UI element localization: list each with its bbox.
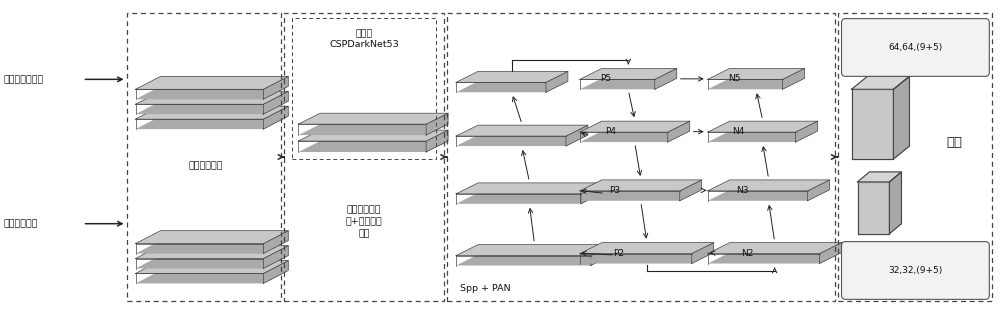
Polygon shape bbox=[136, 231, 288, 244]
Polygon shape bbox=[580, 252, 714, 263]
FancyBboxPatch shape bbox=[842, 19, 989, 76]
Polygon shape bbox=[298, 130, 448, 141]
Polygon shape bbox=[263, 261, 288, 284]
Polygon shape bbox=[298, 141, 448, 152]
Polygon shape bbox=[580, 68, 677, 79]
Polygon shape bbox=[668, 121, 690, 142]
Polygon shape bbox=[708, 121, 818, 132]
Polygon shape bbox=[796, 121, 818, 142]
Polygon shape bbox=[566, 125, 588, 146]
Polygon shape bbox=[581, 183, 603, 204]
Polygon shape bbox=[692, 243, 714, 263]
Polygon shape bbox=[456, 193, 603, 204]
Polygon shape bbox=[136, 261, 288, 273]
Text: P2: P2 bbox=[614, 249, 625, 257]
Polygon shape bbox=[456, 245, 613, 256]
Polygon shape bbox=[263, 231, 288, 254]
Text: 浅层特征提取: 浅层特征提取 bbox=[188, 161, 223, 171]
Polygon shape bbox=[263, 76, 288, 99]
Text: 32,32,(9+5): 32,32,(9+5) bbox=[888, 266, 943, 275]
Polygon shape bbox=[298, 124, 448, 135]
Polygon shape bbox=[858, 182, 889, 234]
Polygon shape bbox=[580, 131, 690, 142]
Text: 预测: 预测 bbox=[946, 136, 962, 149]
Polygon shape bbox=[783, 68, 805, 89]
Polygon shape bbox=[456, 125, 588, 136]
Polygon shape bbox=[136, 270, 288, 284]
Text: 平衡多模态融
合+深层特征
提取: 平衡多模态融 合+深层特征 提取 bbox=[346, 205, 383, 238]
Polygon shape bbox=[456, 81, 568, 92]
Polygon shape bbox=[136, 101, 288, 114]
Text: N3: N3 bbox=[736, 186, 749, 195]
Text: P5: P5 bbox=[601, 74, 612, 83]
Polygon shape bbox=[456, 255, 613, 266]
Polygon shape bbox=[426, 130, 448, 152]
Polygon shape bbox=[889, 172, 901, 234]
Text: P4: P4 bbox=[605, 127, 616, 136]
Polygon shape bbox=[708, 243, 842, 254]
Polygon shape bbox=[456, 71, 568, 82]
Polygon shape bbox=[263, 91, 288, 114]
Polygon shape bbox=[655, 68, 677, 89]
Polygon shape bbox=[136, 86, 288, 99]
Polygon shape bbox=[136, 246, 288, 258]
Text: 输入可见光图像: 输入可见光图像 bbox=[4, 75, 44, 84]
Polygon shape bbox=[852, 89, 893, 159]
Text: P3: P3 bbox=[609, 186, 620, 195]
Polygon shape bbox=[708, 180, 830, 191]
Polygon shape bbox=[456, 135, 588, 146]
Text: Spp + PAN: Spp + PAN bbox=[460, 284, 511, 293]
Polygon shape bbox=[591, 245, 613, 266]
Polygon shape bbox=[708, 252, 842, 263]
Polygon shape bbox=[263, 106, 288, 129]
Polygon shape bbox=[298, 113, 448, 124]
Polygon shape bbox=[680, 180, 702, 201]
Text: 改进的
CSPDarkNet53: 改进的 CSPDarkNet53 bbox=[329, 30, 399, 49]
Polygon shape bbox=[136, 241, 288, 254]
Text: N2: N2 bbox=[741, 249, 753, 257]
Polygon shape bbox=[580, 78, 677, 89]
FancyBboxPatch shape bbox=[842, 242, 989, 299]
Polygon shape bbox=[456, 183, 603, 194]
Polygon shape bbox=[820, 243, 842, 263]
Polygon shape bbox=[808, 180, 830, 201]
Text: N4: N4 bbox=[732, 127, 745, 136]
Polygon shape bbox=[580, 190, 702, 201]
Polygon shape bbox=[852, 76, 909, 89]
Text: 输入红外图像: 输入红外图像 bbox=[4, 219, 38, 228]
Polygon shape bbox=[546, 71, 568, 92]
Polygon shape bbox=[426, 113, 448, 135]
Polygon shape bbox=[580, 121, 690, 132]
Polygon shape bbox=[136, 116, 288, 129]
Polygon shape bbox=[708, 131, 818, 142]
Polygon shape bbox=[580, 243, 714, 254]
Polygon shape bbox=[136, 256, 288, 268]
Polygon shape bbox=[263, 246, 288, 268]
Polygon shape bbox=[708, 78, 805, 89]
Polygon shape bbox=[136, 91, 288, 104]
Polygon shape bbox=[893, 76, 909, 159]
Text: N5: N5 bbox=[728, 74, 740, 83]
Polygon shape bbox=[858, 172, 901, 182]
Polygon shape bbox=[708, 68, 805, 79]
Text: 64,64,(9+5): 64,64,(9+5) bbox=[888, 43, 943, 52]
Polygon shape bbox=[708, 190, 830, 201]
Polygon shape bbox=[136, 106, 288, 119]
Polygon shape bbox=[580, 180, 702, 191]
Polygon shape bbox=[136, 76, 288, 89]
